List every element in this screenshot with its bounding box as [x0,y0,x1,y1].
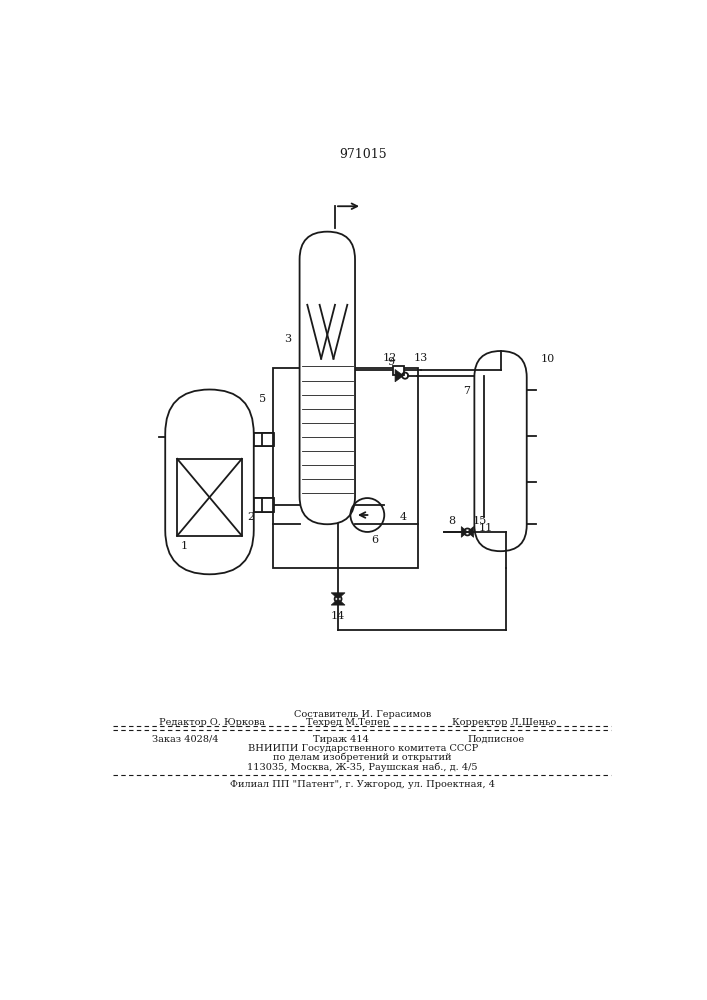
Polygon shape [331,593,345,599]
Bar [254,433,274,446]
Text: 10: 10 [541,354,555,364]
Text: Составитель И. Герасимов: Составитель И. Герасимов [294,710,431,719]
Text: Филиал ПП "Патент", г. Ужгород, ул. Проектная, 4: Филиал ПП "Патент", г. Ужгород, ул. Прое… [230,780,495,789]
Bar [177,459,242,536]
Text: 2: 2 [247,512,255,522]
Text: 8: 8 [448,516,455,526]
Text: Техред М.Тепер: Техред М.Тепер [305,718,389,727]
Bar [254,498,273,512]
Text: 7: 7 [463,386,470,396]
Text: 1: 1 [181,541,188,551]
Text: 4: 4 [399,512,407,522]
Bar [254,433,273,446]
FancyBboxPatch shape [474,351,527,551]
Text: 12: 12 [382,353,397,363]
Text: 13: 13 [414,353,428,363]
Text: Заказ 4028/4: Заказ 4028/4 [152,735,218,744]
Text: 14: 14 [331,611,345,621]
Polygon shape [467,527,474,537]
FancyBboxPatch shape [300,232,355,524]
Text: 11: 11 [478,523,493,533]
Bar [262,433,274,446]
Text: 15: 15 [473,516,487,526]
Text: Редактор О. Юркова: Редактор О. Юркова [160,718,265,727]
Text: 3: 3 [284,334,291,344]
Text: 6: 6 [371,535,379,545]
Polygon shape [331,599,345,605]
Text: 113035, Москва, Ж-35, Раушская наб., д. 4/5: 113035, Москва, Ж-35, Раушская наб., д. … [247,762,478,772]
Polygon shape [395,369,404,382]
Bar [274,368,418,568]
Text: Корректор Л.Шеньо: Корректор Л.Шеньо [452,718,556,727]
Bar [262,498,274,512]
Text: 9: 9 [387,357,394,367]
Text: 971015: 971015 [339,148,387,161]
FancyBboxPatch shape [165,389,254,574]
Text: Подписное: Подписное [467,735,525,744]
Bar [254,498,274,512]
Bar [393,366,404,375]
Polygon shape [461,527,467,537]
Text: по делам изобретений и открытий: по делам изобретений и открытий [274,753,452,762]
Text: ВНИИПИ Государственного комитета СССР: ВНИИПИ Государственного комитета СССР [247,744,478,753]
Text: 5: 5 [259,394,266,404]
Text: Тираж 414: Тираж 414 [313,735,369,744]
